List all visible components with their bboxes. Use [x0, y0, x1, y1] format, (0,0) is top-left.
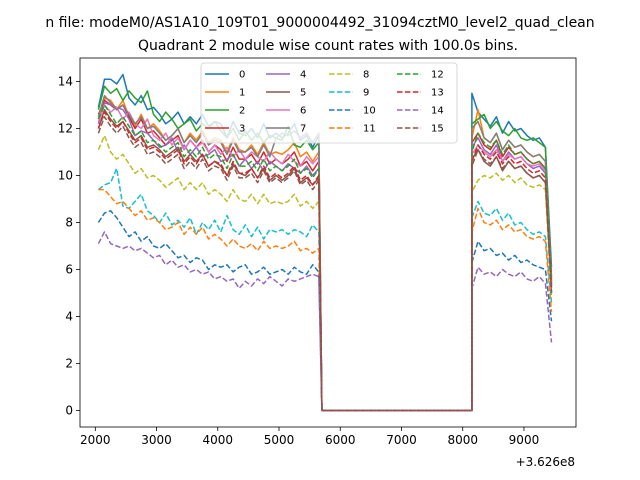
series-line-15 [97, 116, 553, 412]
series-line-9 [97, 167, 553, 412]
series-line-7 [97, 94, 553, 412]
x-tick-label: 8000 [447, 433, 478, 447]
y-tick-label: 4 [65, 310, 73, 324]
legend-label-12: 12 [431, 70, 444, 81]
legend-label-13: 13 [431, 88, 444, 99]
x-axis: 2000 3000 4000 5000 6000 7000 8000 9000 [80, 427, 539, 447]
figure-suptitle: n file: modeM0/AS1A10_109T01_9000004492_… [45, 15, 594, 31]
series-line-3 [97, 99, 553, 412]
series-line-13 [97, 111, 553, 412]
series-line-12 [97, 104, 553, 412]
legend-label-15: 15 [431, 124, 444, 135]
y-tick-label: 10 [58, 169, 73, 183]
legend-box [200, 62, 458, 144]
legend-label-2: 2 [239, 106, 245, 117]
x-offset-label: +3.626e8 [516, 455, 575, 469]
axes-frame [79, 57, 577, 428]
series-line-4 [97, 101, 553, 412]
legend-label-8: 8 [363, 70, 369, 81]
legend-label-11: 11 [363, 124, 376, 135]
legend-label-7: 7 [300, 124, 306, 135]
legend-label-4: 4 [300, 70, 306, 81]
legend-label-10: 10 [363, 106, 376, 117]
y-tick-label: 0 [65, 404, 73, 418]
series-line-11 [98, 188, 553, 412]
x-tick-label: 4000 [203, 433, 234, 447]
plot-area [97, 73, 553, 412]
y-tick-label: 6 [65, 263, 73, 277]
series-line-8 [97, 134, 553, 412]
legend-label-6: 6 [300, 106, 306, 117]
y-axis: 0 2 4 6 8 10 12 14 [58, 75, 80, 418]
legend-label-3: 3 [239, 124, 245, 135]
series-line-14 [97, 231, 553, 412]
x-tick-label: 6000 [325, 433, 356, 447]
legend-label-9: 9 [363, 88, 369, 99]
legend-label-5: 5 [300, 88, 306, 99]
x-tick-label: 2000 [80, 433, 111, 447]
x-tick-label: 3000 [141, 433, 172, 447]
y-tick-label: 12 [58, 122, 73, 136]
legend-label-1: 1 [239, 88, 245, 99]
y-tick-label: 14 [58, 75, 73, 89]
legend-label-14: 14 [431, 106, 444, 117]
series-line-10 [97, 210, 553, 412]
legend-label-0: 0 [239, 70, 245, 81]
y-tick-label: 8 [65, 216, 73, 230]
x-tick-label: 9000 [509, 433, 540, 447]
x-tick-label: 5000 [264, 433, 295, 447]
x-tick-label: 7000 [386, 433, 417, 447]
y-tick-label: 2 [65, 357, 73, 371]
chart-title: Quadrant 2 module wise count rates with … [138, 38, 518, 54]
